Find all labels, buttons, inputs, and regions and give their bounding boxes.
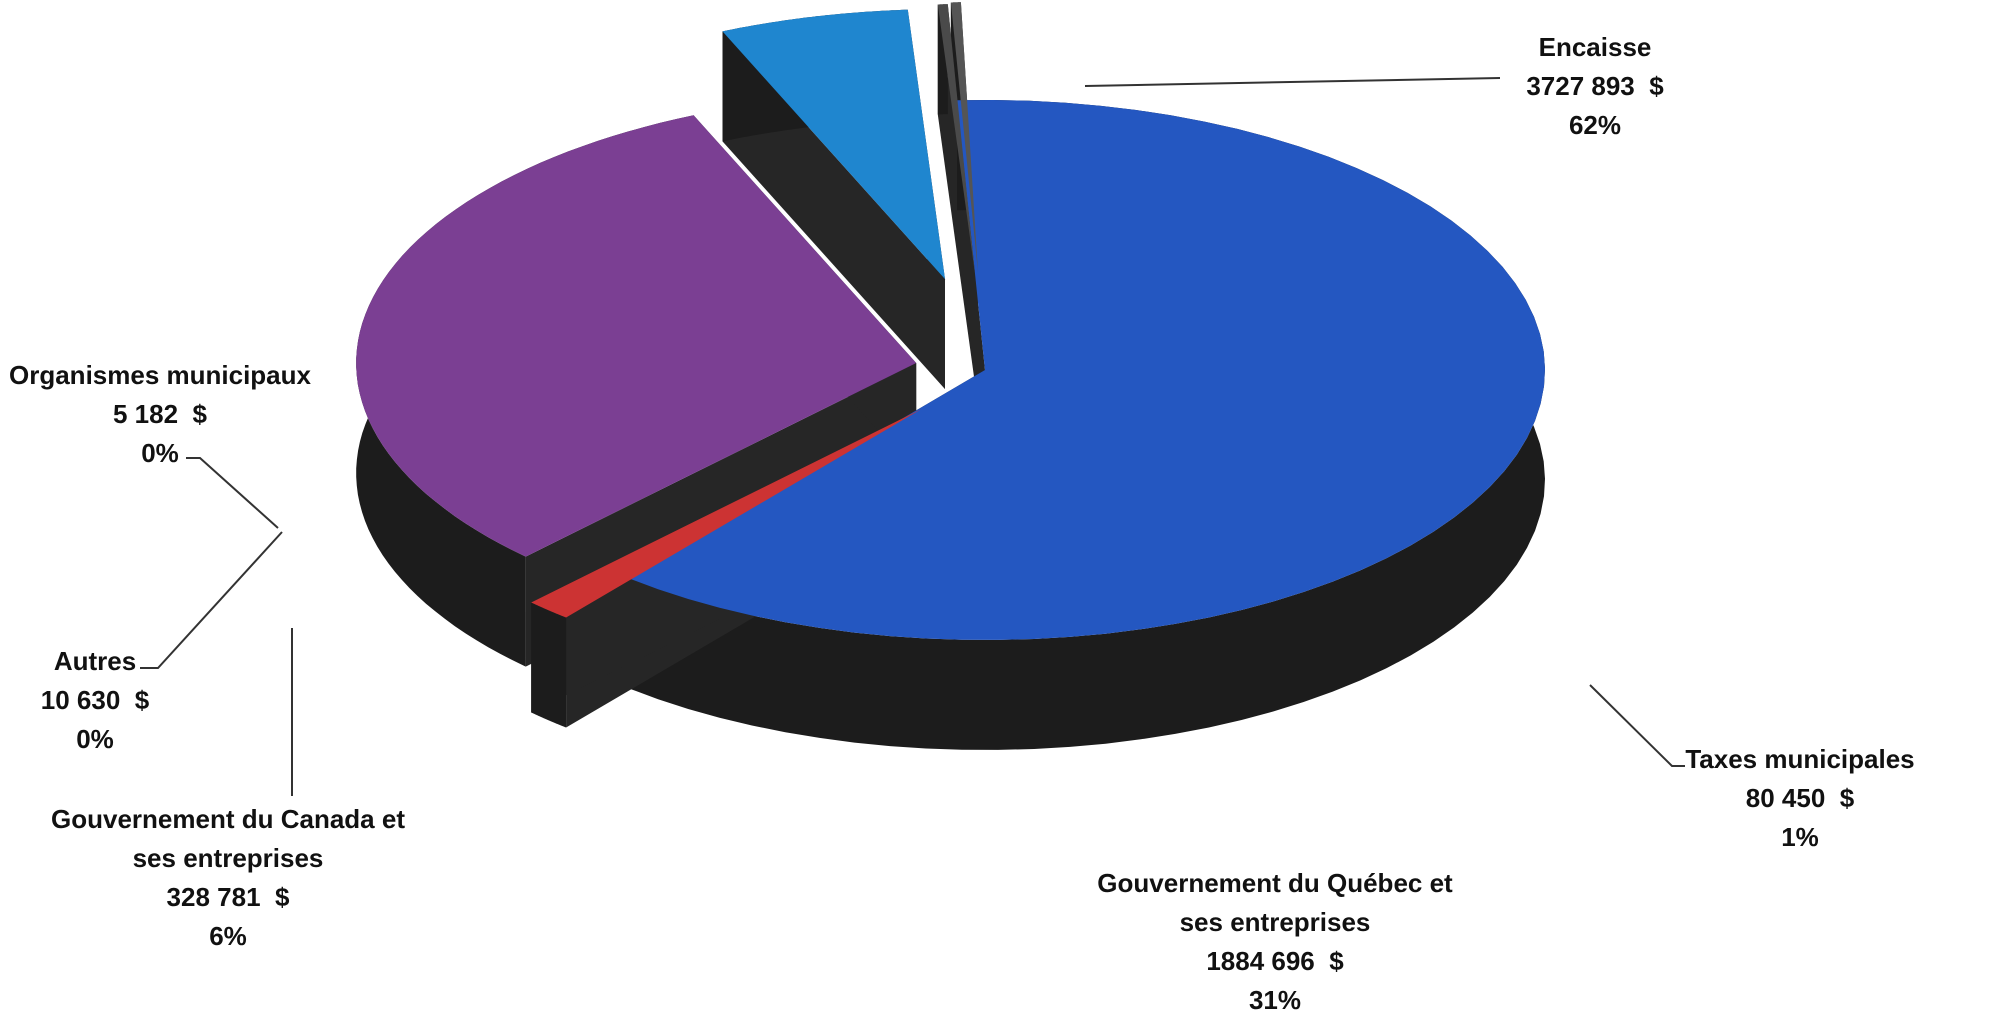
leader-autres	[140, 531, 283, 669]
pie-slice-gouvernement-du-canada-et-ses-entreprises	[722, 9, 945, 280]
slice-label-taxes-municipales: Taxes municipales 80 450 $ 1%	[1660, 740, 1940, 857]
slice-label-encaisse: Encaisse 3727 893 $ 62%	[1470, 28, 1720, 145]
slice-currency: $	[134, 685, 150, 715]
pie-slice-autres	[937, 4, 975, 274]
pie-slice-gouvernement-du-quebec-et-ses-entreprises	[356, 115, 917, 557]
slice-amount: 10 630	[40, 685, 121, 715]
leader-taxes	[1589, 684, 1685, 767]
slice-amount: 80 450	[1745, 783, 1826, 813]
slice-amount: 328 781	[166, 882, 261, 912]
slice-label-quebec: Gouvernement du Québec et ses entreprise…	[1065, 864, 1485, 1020]
slice-amount: 3727 893	[1526, 71, 1635, 101]
slice-label-organismes-municipaux: Organismes municipaux 5 182 $ 0%	[0, 356, 320, 473]
slice-name-line-2: ses entreprises	[132, 843, 324, 873]
leader-lines	[140, 77, 1685, 796]
slice-rim-taxes-municipales	[531, 602, 567, 728]
pie-slice-taxes-municipales	[531, 408, 922, 618]
slice-percent: 31%	[1248, 985, 1302, 1015]
slice-percent: 0%	[141, 438, 179, 468]
slice-name-line-1: Gouvernement du Canada et	[51, 804, 405, 834]
slice-percent: 0%	[76, 724, 114, 754]
pie-slice-tops	[356, 2, 1545, 640]
slice-name: Autres	[53, 646, 137, 676]
slice-amount: 5 182	[113, 399, 179, 429]
slice-name-line-2: ses entreprises	[1179, 907, 1371, 937]
slice-percent: 1%	[1781, 822, 1819, 852]
slice-currency: $	[1329, 946, 1344, 976]
slice-amount: 1884 696	[1206, 946, 1315, 976]
slice-percent: 6%	[209, 921, 247, 951]
slice-rim-encaisse	[629, 100, 1545, 750]
slice-label-canada: Gouvernement du Canada et ses entreprise…	[18, 800, 438, 956]
pie-slice-organismes-municipaux	[950, 2, 978, 273]
leader-encaisse	[1084, 77, 1501, 87]
slice-name: Taxes municipales	[1685, 744, 1915, 774]
slice-currency: $	[192, 399, 207, 429]
slice-label-autres: Autres 10 630 $ 0%	[20, 642, 170, 759]
leader-organismes	[186, 457, 279, 529]
slice-name-line-1: Gouvernement du Québec et	[1097, 868, 1453, 898]
slice-currency: $	[274, 882, 290, 912]
slice-name: Encaisse	[1538, 32, 1652, 62]
slice-percent: 62%	[1568, 110, 1622, 140]
slice-currency: $	[1839, 783, 1855, 813]
pie-slice-encaisse	[629, 100, 1545, 640]
slice-currency: $	[1649, 71, 1664, 101]
slice-name: Organismes municipaux	[9, 360, 311, 390]
